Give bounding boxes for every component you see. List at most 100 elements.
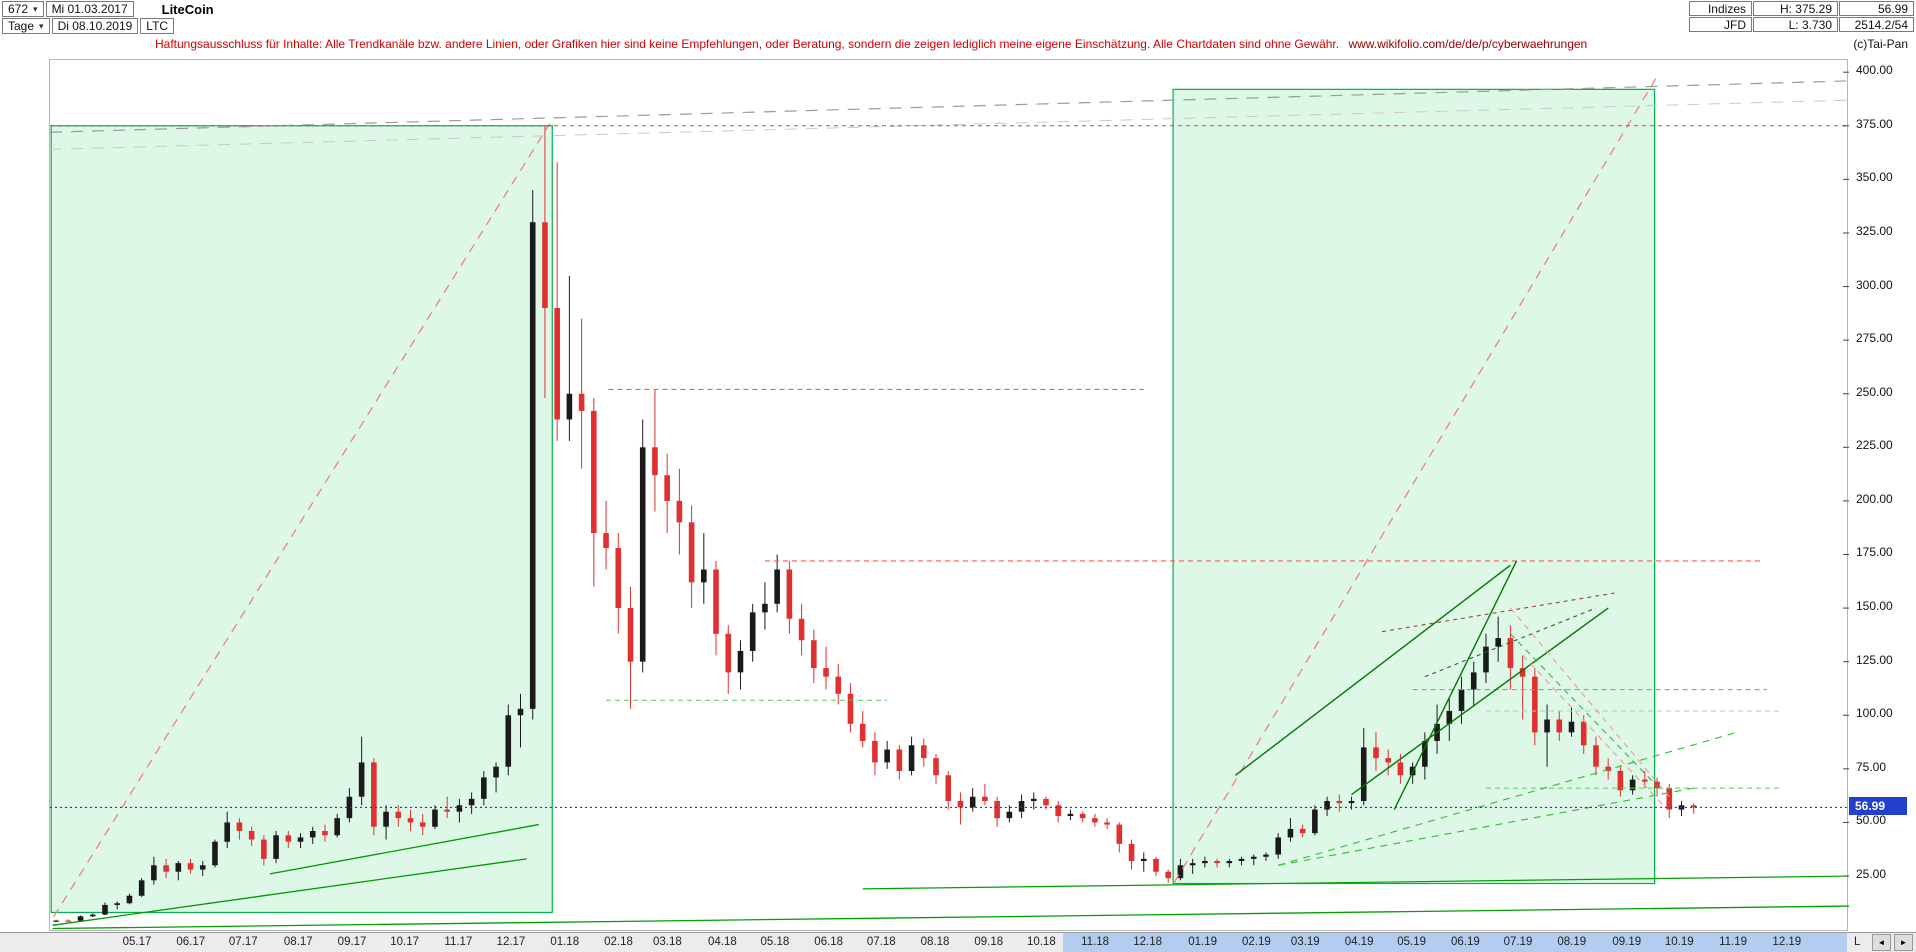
candle-body (236, 822, 243, 831)
time-tick-label: 12.19 (1772, 936, 1802, 948)
candle-body (725, 633, 732, 673)
candle-body (383, 811, 389, 827)
candle-body (1556, 719, 1563, 733)
candle-body (1642, 779, 1648, 782)
candle-body (969, 796, 976, 808)
period-dropdown[interactable]: Tage ▾ (2, 18, 50, 34)
time-tick-label: 03.19 (1290, 936, 1320, 948)
candle-body (920, 745, 927, 759)
price-tick-label: 375.00 (1856, 116, 1893, 131)
chart-plot-area[interactable] (49, 59, 1849, 931)
candle-body (1360, 747, 1367, 801)
candle-body (1018, 800, 1025, 812)
last-price-value: 56.99 (1839, 1, 1914, 16)
candle-body (1238, 858, 1245, 862)
time-tick-label: 11.18 (1081, 936, 1110, 948)
candle-body (1312, 809, 1318, 834)
candle-body (835, 676, 842, 694)
price-tick-label: 175.00 (1856, 545, 1893, 560)
time-tick-label: 07.17 (228, 936, 258, 948)
candle-body (322, 830, 328, 836)
candle-body (1580, 721, 1587, 746)
candle-body (102, 904, 108, 915)
candle-body (786, 569, 793, 619)
candle-body (1422, 740, 1428, 767)
candle-body (982, 796, 988, 801)
candle-body (1324, 800, 1330, 810)
candle-body (591, 410, 597, 534)
candle-body (676, 500, 683, 523)
disclaimer-text: Haftungsausschluss für Inhalte: Alle Tre… (155, 37, 1340, 51)
candle-body (358, 762, 365, 797)
candle-body (774, 569, 780, 604)
candle-body (456, 805, 463, 812)
candle-body (432, 809, 438, 827)
volume-value: 2514.2/54 (1839, 17, 1914, 32)
candle-body (1055, 805, 1062, 816)
candle-body (1043, 798, 1049, 806)
candle-body (65, 920, 72, 922)
candle-body (737, 650, 744, 673)
time-axis-scrollbar[interactable]: 05.17 06.17 07.17 08.17 09.17 10.17 11.17 12.17… (0, 932, 1916, 952)
time-tick-label: 06.19 (1451, 936, 1480, 948)
candle-body (1458, 689, 1465, 711)
candle-body (53, 920, 59, 922)
candle-body (77, 916, 84, 921)
candle-body (749, 612, 756, 651)
candle-body (1189, 863, 1196, 866)
price-tick-label: 125.00 (1856, 652, 1893, 667)
price-tick-label: 200.00 (1856, 491, 1893, 506)
scroll-left-button[interactable]: ◄ (1872, 934, 1891, 951)
candle-body (542, 222, 548, 308)
time-tick-label: 10.18 (1026, 936, 1056, 948)
candle-body (859, 723, 866, 741)
channel-diagonal-2019 (1173, 76, 1658, 883)
candle-body (554, 307, 560, 420)
candle-body (468, 798, 475, 806)
candle-body (1214, 861, 1220, 864)
chevron-down-icon: ▾ (33, 3, 38, 14)
candle-body (994, 800, 1000, 819)
date-to-field[interactable]: Di 08.10.2019 (51, 18, 139, 34)
price-tick-label: 275.00 (1856, 331, 1893, 346)
candle-body (664, 475, 670, 501)
falling-channel-red-b (1522, 654, 1664, 806)
time-tick-label: 09.18 (974, 936, 1004, 948)
price-tick-label: 225.00 (1856, 438, 1893, 453)
time-tick-label: 06.17 (176, 936, 206, 948)
time-tick-label: 03.18 (652, 936, 682, 948)
candle-body (811, 640, 817, 669)
indizes-label: Indizes (1689, 1, 1752, 16)
price-tick-label: 100.00 (1856, 706, 1893, 721)
date-from-field[interactable]: Mi 01.03.2017 (45, 1, 134, 17)
candle-body (615, 548, 622, 609)
candle-body (1593, 745, 1599, 767)
candle-body (273, 835, 279, 859)
price-axis: 400.00 375.00 350.00 325.00 300.00 275.00 250.… (1852, 0, 1916, 952)
candle-body (688, 522, 695, 583)
candle-body (481, 777, 487, 799)
session-high: H: 375.29 (1753, 1, 1838, 16)
disclaimer-link[interactable]: www.wikifolio.com/de/de/p/cyberwaehrunge… (1348, 37, 1588, 51)
candle-body (1397, 762, 1404, 776)
price-tick-label: 400.00 (1856, 63, 1893, 78)
rising-trend-2019-b (1351, 607, 1609, 796)
candle-body (872, 740, 878, 763)
time-tick-label: 11.17 (444, 936, 473, 948)
price-tick-label: 325.00 (1856, 223, 1893, 238)
time-tick-label: 05.18 (760, 936, 790, 948)
bars-count-dropdown[interactable]: 672 ▾ (2, 1, 44, 17)
scroll-right-button[interactable]: ► (1894, 934, 1913, 951)
time-tick-label: 05.19 (1397, 936, 1427, 948)
candle-body (652, 447, 658, 476)
time-tick-label: 04.18 (707, 936, 737, 948)
candle-body (1165, 871, 1172, 879)
price-tick-label: 150.00 (1856, 599, 1893, 614)
fan-dashed-2019-b (1278, 731, 1737, 866)
candle-body (884, 749, 890, 763)
scrollbar-thumb[interactable] (1063, 933, 1848, 952)
candle-body (1287, 828, 1294, 838)
fan-dashed-2019-a (1278, 787, 1694, 866)
falling-channel-red-a (1509, 607, 1670, 798)
time-tick-label: 05.17 (122, 936, 152, 948)
